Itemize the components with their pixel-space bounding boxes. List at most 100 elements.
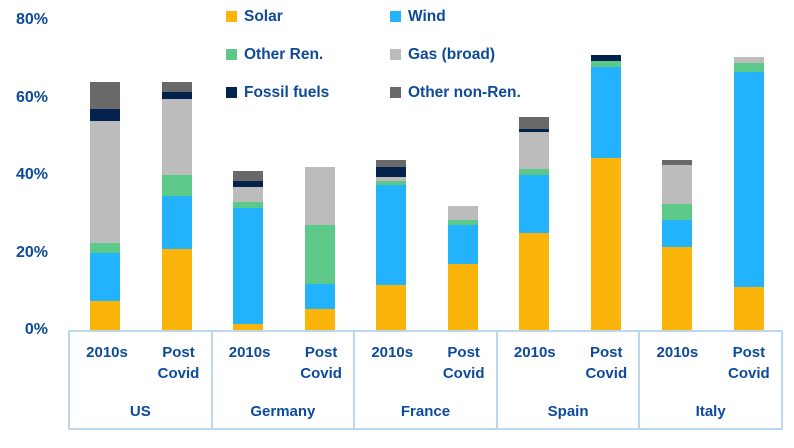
segment-gas-italy-2010s bbox=[662, 165, 692, 205]
y-tick-80pct: 80% bbox=[15, 11, 48, 28]
bar-spain-post-covid bbox=[590, 54, 621, 330]
y-tick-60pct: 60% bbox=[15, 88, 48, 106]
legend-item-other-nonren: Other non-Ren. bbox=[390, 84, 590, 122]
legend-label-wind: Wind bbox=[408, 8, 446, 25]
segment-fossil-spain-2010s bbox=[519, 128, 549, 133]
segment-solar-france-2010s bbox=[376, 285, 406, 330]
bar-us-2010s bbox=[90, 82, 120, 330]
segment-gas-italy-post-covid bbox=[733, 56, 764, 63]
bar-france-2010s bbox=[376, 159, 406, 330]
country-label-spain: Spain bbox=[547, 403, 589, 420]
period-label-spain-post-covid: Post Covid bbox=[585, 344, 628, 382]
period-label-france-post-covid: Post Covid bbox=[442, 344, 485, 382]
solar-swatch-icon bbox=[226, 11, 237, 22]
legend-item-fossil: Fossil fuels bbox=[226, 84, 390, 122]
bar-germany-2010s bbox=[233, 171, 263, 330]
axis-group-italy: 2010s Post Covid Italy bbox=[638, 332, 781, 428]
fossil-swatch-icon bbox=[226, 87, 237, 98]
segment-other_ren-us-post-covid bbox=[161, 175, 192, 197]
bar-spain-2010s bbox=[519, 116, 549, 330]
country-label-us: US bbox=[129, 403, 151, 420]
segment-fossil-germany-2010s bbox=[233, 180, 263, 187]
other-nonren-swatch-icon bbox=[390, 87, 401, 98]
bar-italy-post-covid bbox=[733, 56, 764, 330]
axis-group-us: 2010s Post Covid US bbox=[70, 332, 211, 428]
segment-gas-germany-2010s bbox=[233, 186, 263, 203]
segment-wind-us-2010s bbox=[90, 252, 120, 301]
segment-wind-italy-post-covid bbox=[733, 72, 764, 288]
segment-solar-germany-post-covid bbox=[304, 308, 335, 330]
period-label-us-post-covid: Post Covid bbox=[157, 344, 200, 382]
legend-item-solar: Solar bbox=[226, 8, 390, 46]
segment-gas-spain-2010s bbox=[519, 132, 549, 170]
legend-item-gas: Gas (broad) bbox=[390, 46, 590, 84]
y-tick-0pct: 0% bbox=[24, 321, 48, 338]
legend-label-gas: Gas (broad) bbox=[408, 46, 495, 63]
segment-solar-us-post-covid bbox=[161, 248, 192, 330]
segment-other_nonren-france-2010s bbox=[376, 159, 406, 168]
segment-gas-germany-post-covid bbox=[304, 167, 335, 226]
wind-swatch-icon bbox=[390, 11, 401, 22]
segment-solar-spain-2010s bbox=[519, 233, 549, 330]
legend-item-wind: Wind bbox=[390, 8, 590, 46]
bar-italy-2010s bbox=[662, 159, 692, 330]
axis-group-spain: 2010s Post Covid Spain bbox=[495, 332, 639, 428]
segment-solar-france-post-covid bbox=[447, 264, 478, 330]
segment-solar-spain-post-covid bbox=[590, 157, 621, 330]
segment-other_ren-italy-2010s bbox=[662, 204, 692, 220]
segment-solar-us-2010s bbox=[90, 300, 120, 330]
segment-other_nonren-spain-2010s bbox=[519, 116, 549, 129]
segment-solar-italy-2010s bbox=[662, 246, 692, 330]
segment-fossil-us-2010s bbox=[90, 109, 120, 121]
bar-us-post-covid bbox=[161, 82, 192, 330]
other-ren-swatch-icon bbox=[226, 49, 237, 60]
segment-other_nonren-germany-2010s bbox=[233, 171, 263, 181]
segment-other_ren-spain-2010s bbox=[519, 169, 549, 175]
segment-wind-us-post-covid bbox=[161, 196, 192, 249]
legend-label-other-ren: Other Ren. bbox=[244, 46, 324, 63]
segment-wind-germany-post-covid bbox=[304, 283, 335, 309]
segment-gas-france-2010s bbox=[376, 176, 406, 181]
period-label-germany-post-covid: Post Covid bbox=[300, 344, 342, 382]
legend-label-fossil: Fossil fuels bbox=[244, 84, 330, 101]
segment-other_ren-germany-2010s bbox=[233, 202, 263, 208]
segment-solar-germany-2010s bbox=[233, 324, 263, 330]
period-label-italy-post-covid: Post Covid bbox=[728, 344, 770, 382]
period-label-germany-2010s: 2010s bbox=[228, 344, 271, 361]
segment-gas-france-post-covid bbox=[447, 206, 478, 220]
y-tick-20pct: 20% bbox=[15, 243, 48, 261]
legend: Solar Wind Other Ren. Gas (broad) Fossil… bbox=[226, 8, 590, 122]
legend-label-solar: Solar bbox=[244, 8, 283, 25]
plot-area bbox=[68, 0, 783, 330]
segment-other_ren-spain-post-covid bbox=[590, 60, 621, 67]
y-tick-40pct: 40% bbox=[15, 166, 48, 183]
segment-wind-italy-2010s bbox=[662, 219, 692, 247]
country-label-italy: Italy bbox=[695, 403, 726, 420]
country-label-germany: Germany bbox=[250, 403, 316, 420]
segment-other_nonren-us-2010s bbox=[90, 82, 120, 110]
segment-other_ren-france-post-covid bbox=[447, 219, 478, 226]
period-label-italy-2010s: 2010s bbox=[656, 344, 699, 361]
gas-swatch-icon bbox=[390, 49, 401, 60]
segment-other_ren-france-2010s bbox=[376, 180, 406, 185]
category-axis: 2010s Post Covid US 2010s Post Covid Germany 2… bbox=[68, 330, 783, 430]
bar-germany-post-covid bbox=[304, 167, 335, 330]
segment-other_nonren-us-post-covid bbox=[161, 82, 192, 92]
segment-fossil-spain-post-covid bbox=[590, 54, 621, 61]
axis-group-germany: 2010s Post Covid Germany bbox=[210, 332, 354, 428]
segment-gas-us-2010s bbox=[90, 120, 120, 243]
segment-wind-spain-post-covid bbox=[590, 66, 621, 158]
segment-wind-france-post-covid bbox=[447, 225, 478, 265]
period-label-us-2010s: 2010s bbox=[86, 344, 128, 361]
segment-wind-spain-2010s bbox=[519, 175, 549, 234]
period-label-spain-2010s: 2010s bbox=[513, 344, 556, 361]
segment-other_nonren-italy-2010s bbox=[662, 159, 692, 166]
country-label-france: France bbox=[400, 403, 451, 420]
y-axis: 0% 20% 40% 60% 80% bbox=[0, 0, 50, 448]
segment-wind-germany-2010s bbox=[233, 207, 263, 325]
legend-label-other-nonren: Other non-Ren. bbox=[408, 84, 521, 101]
legend-item-other-ren: Other Ren. bbox=[226, 46, 390, 84]
segment-fossil-france-2010s bbox=[376, 167, 406, 177]
segment-other_ren-us-2010s bbox=[90, 242, 120, 253]
